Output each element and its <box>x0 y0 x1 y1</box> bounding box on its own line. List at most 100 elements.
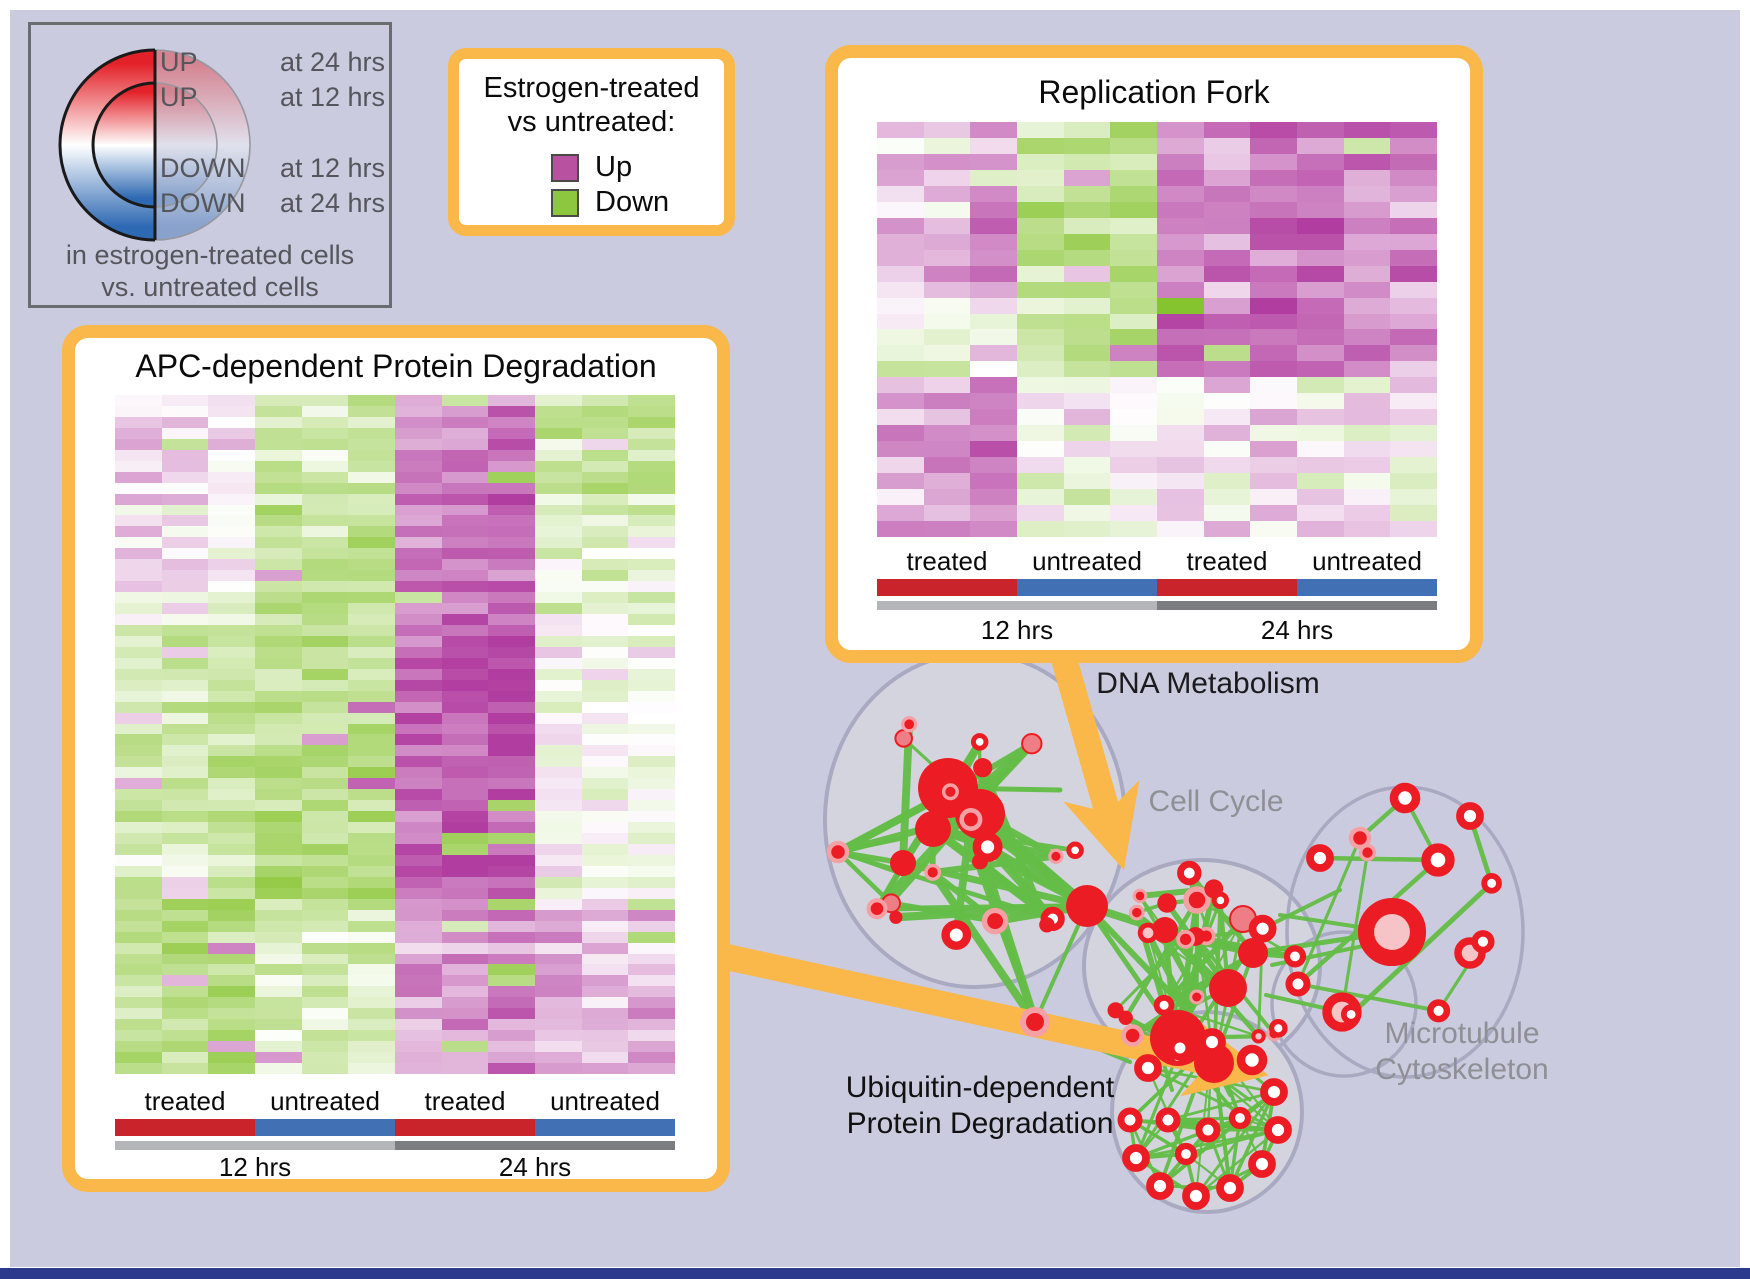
heatmap-cell <box>115 1008 162 1020</box>
heatmap-cell <box>115 679 162 691</box>
network-edge <box>1084 903 1185 1008</box>
heatmap-cell <box>1063 233 1111 250</box>
heatmap-cell <box>441 668 489 680</box>
heatmap-cell <box>1343 185 1391 202</box>
heatmap-cell <box>488 1008 535 1020</box>
heatmap-cell <box>441 876 489 888</box>
heatmap-cell <box>535 920 582 932</box>
heatmap-cell <box>348 942 395 954</box>
heatmap-cell <box>441 701 489 713</box>
network-node <box>1340 1004 1362 1025</box>
heatmap-cell <box>1157 153 1204 170</box>
heatmap-cell <box>395 657 442 669</box>
heatmap-cell <box>628 865 675 877</box>
heatmap-cell <box>395 603 442 615</box>
heatmap-cell <box>1343 473 1391 490</box>
heatmap-cell <box>488 482 535 494</box>
heatmap-cell <box>255 767 302 779</box>
heatmap-cell <box>441 1019 489 1031</box>
network-node <box>1204 879 1224 899</box>
heatmap-cell <box>1063 361 1111 378</box>
heatmap-cell <box>255 723 302 735</box>
network-node <box>894 729 914 748</box>
heatmap-cell <box>1157 329 1204 346</box>
heatmap-cell <box>1063 473 1111 490</box>
heatmap-cell <box>970 441 1017 458</box>
heatmap-cell <box>161 1052 209 1064</box>
heatmap-cell <box>923 473 971 490</box>
heatmap-cell <box>441 592 489 604</box>
heatmap-cell <box>441 986 489 998</box>
heatmap-cell <box>1157 425 1204 442</box>
network-edge <box>1158 1090 1276 1188</box>
heatmap-cell <box>1063 281 1111 298</box>
heatmap-cell <box>1063 345 1111 362</box>
heatmap-cell <box>1157 505 1204 522</box>
heatmap-cell <box>1157 249 1204 266</box>
heatmap-cell <box>255 822 302 834</box>
heatmap-cell <box>395 811 442 823</box>
heatmap-cell <box>1250 153 1297 170</box>
heatmap-cell <box>1297 313 1344 330</box>
heatmap-cell <box>115 515 162 527</box>
heatmap-cell <box>115 559 162 571</box>
heatmap-cell <box>441 537 489 549</box>
heatmap-cell <box>1017 217 1064 234</box>
heatmap-cell <box>1390 521 1437 537</box>
heatmap-cell <box>1110 425 1157 442</box>
heatmap-cell <box>581 405 629 417</box>
heatmap-cell <box>255 975 302 987</box>
heatmap-cell <box>301 548 349 560</box>
heatmap-cell <box>628 1030 675 1042</box>
condition-label: untreated <box>1312 546 1422 576</box>
network-edge <box>888 900 998 924</box>
heatmap-cell <box>628 909 675 921</box>
network-node <box>973 758 993 778</box>
heatmap-cell <box>1343 393 1391 410</box>
heatmap-cell <box>395 559 442 571</box>
heatmap-cell <box>115 920 162 932</box>
heatmap-cell <box>488 690 535 702</box>
heatmap-cell <box>301 438 349 450</box>
heatmap-cell <box>923 265 971 282</box>
heatmap-cell <box>1110 457 1157 474</box>
heatmap-cell <box>923 489 971 506</box>
heatmap-cell <box>581 756 629 768</box>
heatmap-cell <box>161 668 209 680</box>
heatmap-cell <box>1157 297 1204 314</box>
heatmap-cell <box>348 493 395 505</box>
heatmap-cell <box>395 986 442 998</box>
heatmap-cell <box>628 438 675 450</box>
heatmap-cell <box>628 581 675 593</box>
heatmap-cell <box>1017 122 1064 138</box>
heatmap-cell <box>348 920 395 932</box>
heatmap-cell <box>348 1063 395 1074</box>
heatmap-cell <box>535 822 582 834</box>
heatmap-cell <box>1390 185 1437 202</box>
heatmap-cell <box>348 449 395 461</box>
heatmap-cell <box>1157 281 1204 298</box>
heatmap-cell <box>1157 377 1204 394</box>
heatmap-cell <box>348 712 395 724</box>
heatmap-cell <box>301 559 349 571</box>
heatmap-cell <box>161 997 209 1009</box>
heatmap-cell <box>161 603 209 615</box>
heatmap-cell <box>441 833 489 845</box>
heatmap-cell <box>1063 521 1111 537</box>
heatmap-cell <box>535 1008 582 1020</box>
heatmap-cell <box>1110 153 1157 170</box>
heatmap-cell <box>581 504 629 516</box>
network-edge <box>1033 904 1089 1024</box>
heatmap-cell <box>441 898 489 910</box>
heatmap-cell <box>255 548 302 560</box>
regulation-key-circles-icon <box>58 48 251 242</box>
heatmap-cell <box>535 833 582 845</box>
network-node <box>1152 917 1178 943</box>
cluster-label-ubiquitin-degradation: Ubiquitin-dependent Protein Degradation <box>846 1070 1115 1142</box>
heatmap-cell <box>877 169 924 186</box>
heatmap-cell <box>488 405 535 417</box>
heatmap-cell <box>970 409 1017 426</box>
heatmap-cell <box>1297 409 1344 426</box>
heatmap-cell <box>1250 233 1297 250</box>
cluster-label-cell-cycle: Cell Cycle <box>1148 784 1283 820</box>
